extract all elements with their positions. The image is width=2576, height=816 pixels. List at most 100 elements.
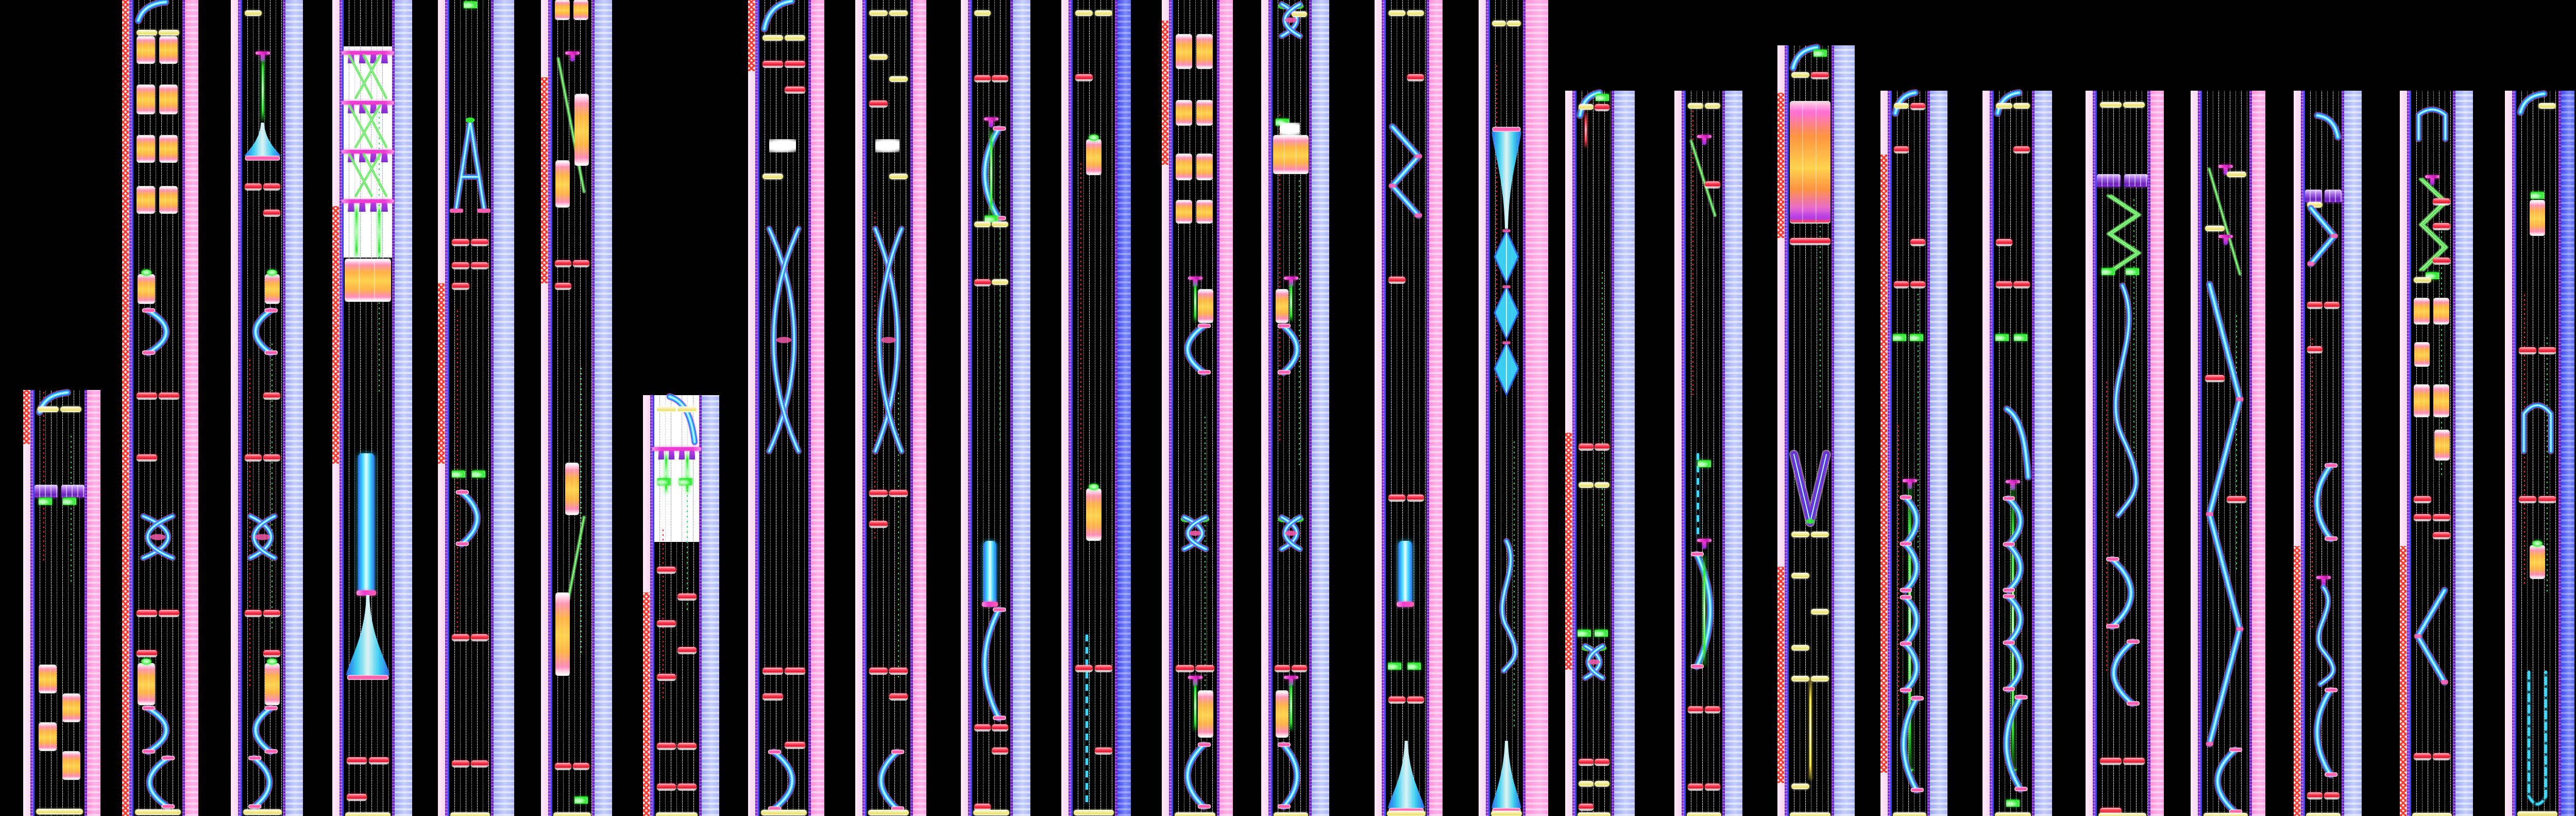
left-pale-band [1982,91,1990,816]
red-bar [762,668,783,673]
red-bar [1595,759,1609,764]
cyan-crescent [1273,741,1309,810]
red-bar [1790,238,1831,244]
green-tree [2531,192,2544,199]
strip-interior [1386,0,1427,816]
green-speck-column [999,155,1001,441]
red-bar [1996,239,2012,245]
cyan-crescent-svg [1277,741,1301,810]
right-purple-border [808,0,811,816]
strip-20 [1982,89,2052,816]
red-bar [159,393,180,398]
yellow-bar [655,812,698,816]
red-bar [346,757,367,763]
right-purple-border [1722,91,1725,816]
right-blue-band [1117,0,1131,816]
cyan-trumpet-svg [346,595,390,680]
cyan-crescent-svg [1184,741,1211,810]
strip-17 [1674,91,1742,816]
magenta-t-cap [2425,175,2439,185]
t-bar [2006,480,2020,483]
green-diagonal-svg [2207,167,2242,276]
t-bar [1697,135,1711,138]
left-purple-border [1572,91,1575,816]
red-bar [1688,706,1704,712]
yellow-bar [244,10,262,16]
cyan-arch [2411,103,2453,142]
purple-trapezoid [381,154,388,162]
red-bar [2099,758,2122,763]
left-pale-band [2191,91,2198,816]
orange-block [2414,343,2430,366]
orange-block [136,136,155,162]
cyan-crescent [2305,687,2342,778]
right-pink-band [913,0,926,816]
yellow-bar [868,810,909,815]
red-zigzag-edge [1162,21,1168,165]
magenta-bar [342,150,394,154]
cyan-butterfly-svg [1278,514,1304,552]
cyan-dashed-loop [2516,670,2558,810]
red-bar [263,650,281,656]
green-speck-column [581,367,582,653]
orange-block [1086,134,1101,174]
left-purple-border [2198,91,2200,816]
orange-block [555,161,570,207]
orange-block [38,666,57,692]
left-pale-band [855,0,862,816]
red-bar [2307,346,2323,352]
left-purple-border [1785,45,1787,816]
green-line [1703,555,1705,666]
orange-block [1275,290,1289,322]
strip-18 [1777,44,1855,816]
cyan-trumpet-svg [1492,741,1521,813]
red-bar [136,610,157,616]
green-top-blob [2532,540,2543,547]
green-zigzag-ladder [2097,194,2148,274]
left-blue-border [2515,91,2516,816]
right-purple-border [699,395,702,816]
red-bar [471,760,489,766]
green-tree [1910,334,1924,341]
right-pink-band [1526,0,1548,816]
trapezoid-row [346,203,390,212]
red-bar [451,239,469,245]
red-bar [1595,444,1609,449]
cyan-column [982,541,998,607]
yellow-bar [657,406,676,412]
cyan-double-crescent-svg [1900,494,1921,594]
green-tree [451,470,465,478]
cyan-crescent-svg [877,749,905,812]
red-bar [992,747,1008,753]
red-bar [2518,347,2537,353]
orange-block [573,1,589,19]
red-bar [785,87,806,92]
cyan-hourglass-svg [766,226,802,454]
yellow-bar [1094,10,1113,16]
red-bar [2413,496,2431,502]
green-tree [657,478,671,485]
cyan-swoosh [2516,90,2558,116]
red-bar [263,210,281,215]
orange-block [1197,691,1214,737]
strip-interior [1686,91,1722,816]
yellow-bar [136,30,157,36]
red-bar [1704,784,1720,789]
cyan-snake-svg [2112,282,2140,518]
orange-block [1275,691,1289,737]
left-purple-border [862,0,865,816]
cyan-crescent-svg [2313,462,2338,542]
cyan-crescent-svg [252,307,278,356]
red-bar [1910,103,1925,109]
cyan-swoosh-svg [666,393,699,446]
strip-interior [2305,91,2342,816]
right-purple-border [2249,91,2252,816]
strip-interior [35,389,84,816]
yellow-bar [1595,781,1609,787]
left-purple-border [445,0,448,816]
magenta-bar [652,447,701,451]
strip-7 [643,393,719,816]
yellow-bar [243,809,282,815]
cyan-crescent-svg [981,606,1006,722]
right-purple-border [84,390,87,816]
